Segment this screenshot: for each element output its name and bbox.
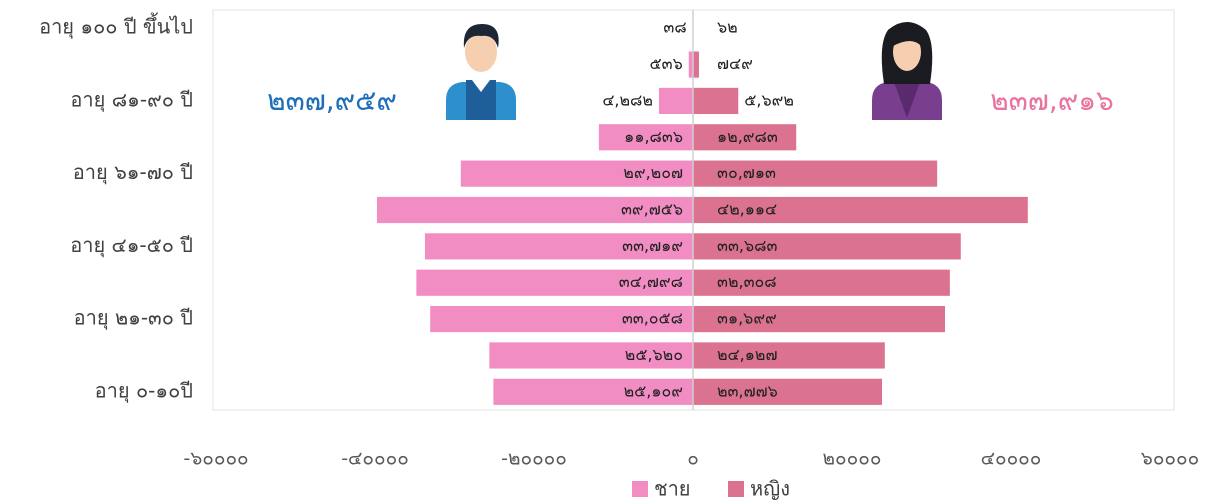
bar bbox=[693, 51, 699, 77]
legend-swatch bbox=[728, 481, 744, 497]
data-label: ๓๒,๓๐๘ bbox=[717, 272, 777, 291]
data-label: ๓๐,๗๑๓ bbox=[717, 163, 776, 182]
data-label: ๗๔๙ bbox=[717, 54, 753, 73]
x-tick-label: -๒๐๐๐๐ bbox=[501, 448, 567, 470]
data-label: ๔,๒๘๒ bbox=[602, 90, 653, 109]
data-label: ๖๒ bbox=[717, 18, 738, 37]
data-label: ๒๓,๗๗๖ bbox=[717, 381, 778, 400]
data-label: ๑๒,๙๘๓ bbox=[717, 127, 778, 146]
x-tick-label: ๒๐๐๐๐ bbox=[823, 448, 882, 470]
data-label: ๒๕,๑๐๙ bbox=[624, 381, 683, 400]
data-label: ๓๙,๗๕๖ bbox=[621, 200, 683, 219]
data-label: ๓๓,๖๘๓ bbox=[717, 236, 777, 255]
legend-label: ชาย bbox=[654, 477, 691, 501]
data-label: ๓๘ bbox=[663, 18, 686, 37]
data-label: ๔๒,๑๑๔ bbox=[717, 200, 777, 219]
y-tick-label: อายุ ๐-๑๐ปี bbox=[95, 378, 193, 403]
x-tick-label: -๔๐๐๐๐ bbox=[341, 448, 409, 470]
y-tick-label: อายุ ๒๑-๓๐ ปี bbox=[74, 306, 193, 331]
y-tick-label: อายุ ๑๐๐ ปี ขึ้นไป bbox=[39, 13, 193, 40]
data-label: ๑๑,๘๓๖ bbox=[624, 127, 683, 146]
y-tick-label: อายุ ๖๑-๗๐ ปี bbox=[73, 160, 193, 185]
bar bbox=[659, 88, 693, 114]
x-tick-label: ๔๐๐๐๐ bbox=[981, 448, 1042, 470]
x-tick-label: -๖๐๐๐๐ bbox=[183, 448, 248, 470]
data-label: ๕๓๖ bbox=[650, 54, 683, 73]
x-tick-label: ๖๐๐๐๐ bbox=[1141, 448, 1199, 470]
annotation: ๒๓๗,๙๑๖ bbox=[990, 84, 1114, 117]
bar bbox=[693, 88, 738, 114]
data-label: ๒๔,๑๒๗ bbox=[717, 345, 777, 364]
data-label: ๒๕,๖๒๐ bbox=[625, 345, 683, 364]
data-label: ๓๓,๗๑๙ bbox=[622, 236, 683, 255]
legend-swatch bbox=[632, 481, 648, 497]
annotation: ๒๓๗,๙๕๙ bbox=[267, 84, 397, 117]
legend-label: หญิง bbox=[750, 477, 790, 501]
y-tick-label: อายุ ๘๑-๙๐ ปี bbox=[70, 87, 193, 112]
woman-icon bbox=[872, 22, 942, 120]
man-icon bbox=[446, 24, 516, 120]
chart: -๖๐๐๐๐ -๔๐๐๐๐ -๒๐๐๐๐ ๐ ๒๐๐๐๐ ๔๐๐๐๐ ๖๐๐๐๐ อายุ ๐… bbox=[0, 0, 1232, 504]
y-tick-label: อายุ ๔๑-๕๐ ปี bbox=[70, 233, 193, 258]
data-label: ๒๙,๒๐๗ bbox=[623, 163, 683, 182]
data-label: ๓๔,๗๙๘ bbox=[619, 272, 683, 291]
data-label: ๓๑,๖๙๙ bbox=[717, 309, 777, 328]
data-label: ๓๓,๐๕๘ bbox=[622, 309, 683, 328]
x-tick-label: ๐ bbox=[687, 448, 699, 470]
data-label: ๕,๖๙๒ bbox=[744, 90, 794, 109]
